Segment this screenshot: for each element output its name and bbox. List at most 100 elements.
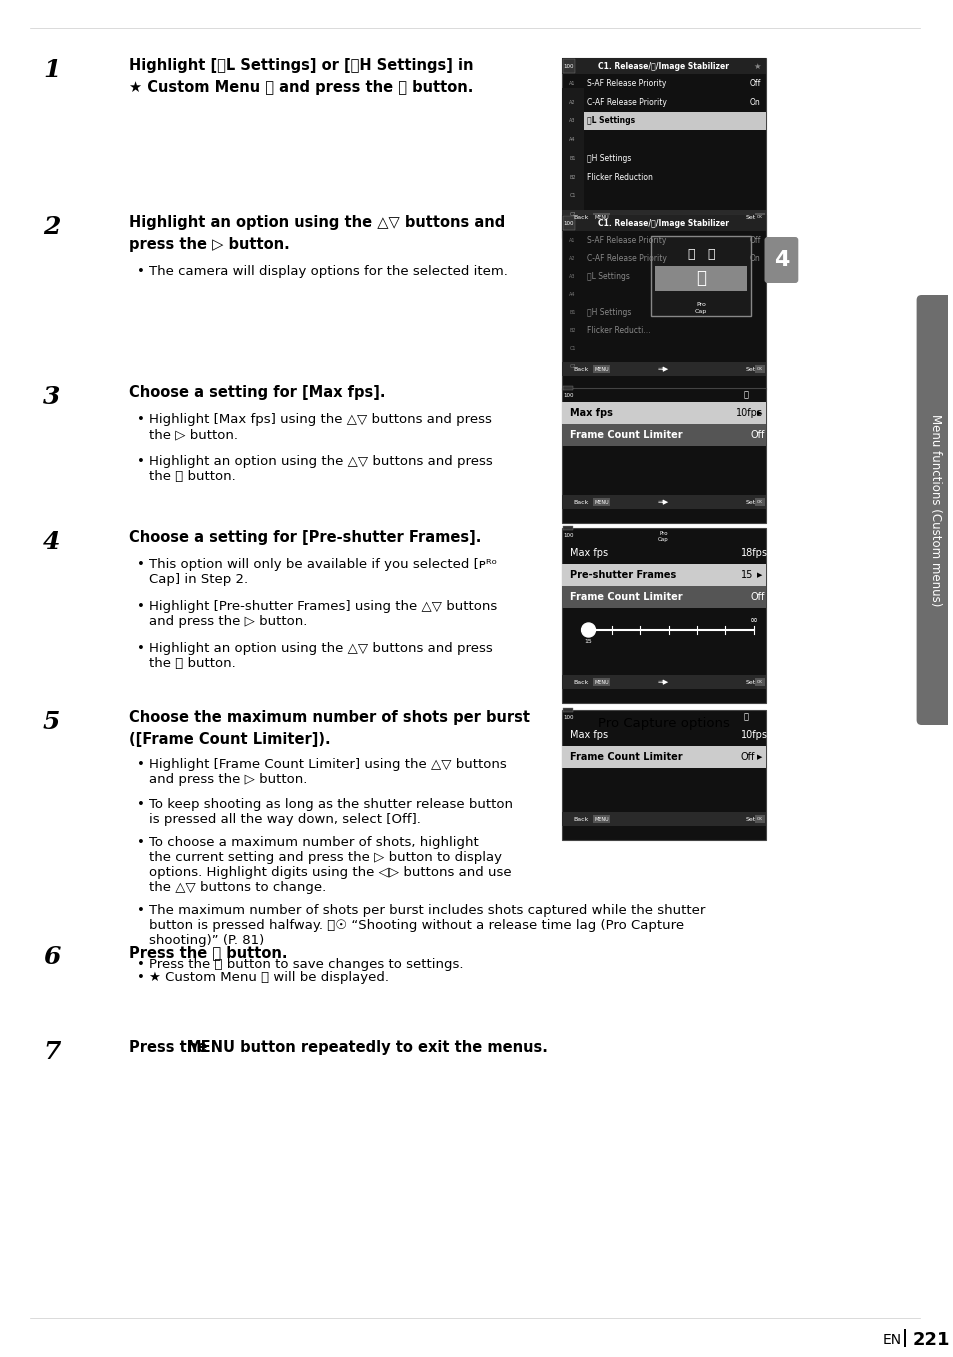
Bar: [592, 816, 610, 822]
Bar: [592, 365, 610, 373]
Text: C-AF Release Priority: C-AF Release Priority: [586, 254, 666, 263]
Text: ⬜L Settings: ⬜L Settings: [586, 117, 634, 125]
Text: 221: 221: [912, 1331, 949, 1349]
Text: A2: A2: [569, 255, 576, 261]
Bar: [754, 365, 763, 373]
Text: S-AF Release Priority: S-AF Release Priority: [586, 79, 665, 88]
Bar: [592, 498, 610, 506]
Text: ⬜: ⬜: [695, 269, 705, 286]
Text: Highlight an option using the △▽ buttons and: Highlight an option using the △▽ buttons…: [129, 214, 505, 229]
Text: MENU: MENU: [594, 499, 608, 505]
Bar: [754, 816, 763, 822]
Bar: [561, 528, 764, 703]
Bar: [592, 213, 610, 221]
Text: B1: B1: [569, 309, 576, 315]
Text: Back: Back: [573, 366, 588, 372]
Text: 2: 2: [43, 214, 60, 239]
Text: Back: Back: [573, 499, 588, 505]
Text: A1: A1: [569, 237, 576, 243]
Text: 100: 100: [563, 220, 574, 225]
Text: On: On: [749, 98, 760, 107]
Text: A3: A3: [569, 118, 576, 123]
Text: C1. Release/⬜/Image Stabilizer: C1. Release/⬜/Image Stabilizer: [598, 61, 728, 71]
Text: Set: Set: [745, 817, 755, 821]
Bar: [562, 708, 572, 712]
Text: •: •: [137, 642, 145, 655]
Text: C1: C1: [569, 194, 576, 198]
Bar: [754, 498, 763, 506]
Bar: [562, 216, 574, 229]
Text: Cap: Cap: [694, 308, 706, 313]
Text: MENU: MENU: [594, 366, 608, 372]
Bar: [561, 88, 583, 237]
Circle shape: [581, 623, 595, 636]
Bar: [561, 495, 764, 509]
Text: Menu functions (Custom menus): Menu functions (Custom menus): [927, 414, 941, 607]
Text: MENU: MENU: [594, 817, 608, 821]
Text: ★ Custom Menu Ⓒ will be displayed.: ★ Custom Menu Ⓒ will be displayed.: [149, 972, 389, 984]
Text: press the ▷ button.: press the ▷ button.: [129, 237, 290, 252]
Bar: [562, 58, 574, 73]
Text: 100: 100: [563, 532, 574, 537]
Text: B2: B2: [569, 328, 576, 334]
Text: Off: Off: [748, 236, 760, 244]
Text: •: •: [137, 798, 145, 811]
Text: ⇒▶: ⇒▶: [658, 499, 668, 505]
Text: ▶: ▶: [756, 573, 761, 578]
Text: Off: Off: [750, 430, 764, 440]
Text: Set: Set: [745, 499, 755, 505]
Text: The maximum number of shots per burst includes shots captured while the shutter
: The maximum number of shots per burst in…: [149, 904, 705, 947]
Bar: [561, 710, 764, 840]
Text: EN: EN: [882, 1333, 901, 1348]
Bar: [561, 746, 764, 768]
Text: Flicker Reducti...: Flicker Reducti...: [586, 326, 649, 335]
Bar: [562, 385, 572, 389]
Text: OK: OK: [756, 817, 761, 821]
Text: •: •: [137, 904, 145, 917]
Bar: [754, 678, 763, 687]
Text: •: •: [137, 759, 145, 771]
Text: Frame Count Limiter: Frame Count Limiter: [569, 752, 681, 763]
Text: 5: 5: [43, 710, 60, 734]
Text: 100: 100: [563, 715, 574, 719]
Bar: [561, 214, 764, 389]
Text: Frame Count Limiter: Frame Count Limiter: [569, 592, 681, 603]
Text: On: On: [749, 254, 760, 263]
Text: A3: A3: [569, 274, 576, 278]
Bar: [583, 111, 764, 130]
Text: Highlight [Max fps] using the △▽ buttons and press
the ▷ button.: Highlight [Max fps] using the △▽ buttons…: [149, 413, 492, 441]
Text: ⬜H Settings: ⬜H Settings: [586, 308, 630, 318]
Text: ★ Custom Menu Ⓒ and press the Ⓞ button.: ★ Custom Menu Ⓒ and press the Ⓞ button.: [129, 80, 473, 95]
Text: A1: A1: [569, 81, 576, 85]
Bar: [561, 402, 764, 423]
Text: B2: B2: [569, 175, 576, 179]
Text: C2: C2: [569, 212, 576, 217]
Bar: [561, 58, 764, 237]
Text: button repeatedly to exit the menus.: button repeatedly to exit the menus.: [234, 1039, 547, 1054]
Text: Max fps: Max fps: [569, 408, 612, 418]
Text: •: •: [137, 455, 145, 468]
Text: Back: Back: [573, 214, 588, 220]
FancyBboxPatch shape: [763, 237, 798, 284]
Text: Max fps: Max fps: [569, 548, 607, 558]
Text: Choose the maximum number of shots per burst: Choose the maximum number of shots per b…: [129, 710, 530, 725]
Text: Set: Set: [745, 680, 755, 684]
Text: ⬜: ⬜: [742, 712, 747, 722]
Text: OK: OK: [756, 680, 761, 684]
Text: C1. Release/⬜/Image Stabilizer: C1. Release/⬜/Image Stabilizer: [598, 218, 728, 228]
Bar: [561, 565, 764, 586]
Text: Cap: Cap: [658, 536, 668, 541]
Text: ∞: ∞: [749, 615, 757, 626]
Text: Flicker Reduction: Flicker Reduction: [586, 172, 652, 182]
Bar: [561, 210, 764, 224]
Text: 6: 6: [43, 944, 60, 969]
Text: Highlight [Pre-shutter Frames] using the △▽ buttons
and press the ▷ button.: Highlight [Pre-shutter Frames] using the…: [149, 600, 497, 628]
Text: Highlight [Frame Count Limiter] using the △▽ buttons
and press the ▷ button.: Highlight [Frame Count Limiter] using th…: [149, 759, 506, 786]
Text: MENU: MENU: [594, 680, 608, 684]
Text: To keep shooting as long as the shutter release button
is pressed all the way do: To keep shooting as long as the shutter …: [149, 798, 513, 826]
Text: Set: Set: [745, 366, 755, 372]
Bar: [651, 236, 750, 316]
Text: OK: OK: [756, 366, 761, 370]
Text: Pro Capture options: Pro Capture options: [597, 716, 729, 730]
Text: ([Frame Count Limiter]).: ([Frame Count Limiter]).: [129, 731, 331, 746]
